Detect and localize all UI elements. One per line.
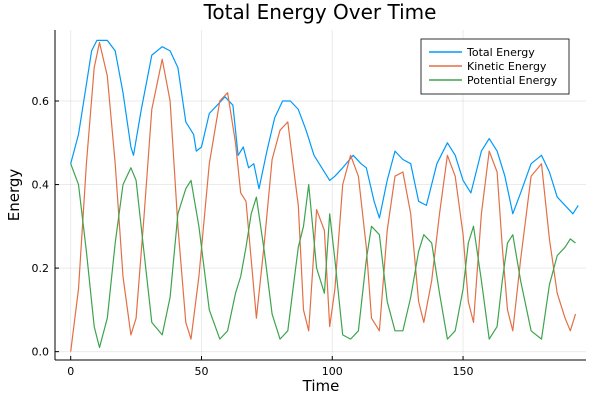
legend-label-potential: Potential Energy <box>467 74 558 87</box>
y-tick-label: 0.0 <box>32 346 50 359</box>
legend-label-total: Total Energy <box>466 46 535 59</box>
legend: Total Energy Kinetic Energy Potential En… <box>420 38 570 95</box>
x-tick-label: 100 <box>322 365 343 378</box>
y-tick-label: 0.4 <box>32 179 50 192</box>
y-axis-label: Energy <box>5 169 23 222</box>
legend-label-kinetic: Kinetic Energy <box>467 60 547 73</box>
y-tick-label: 0.6 <box>32 95 50 108</box>
series-total-energy <box>70 39 579 219</box>
series-layer <box>70 39 579 352</box>
x-tick-label: 50 <box>194 365 208 378</box>
tick-layer: 0 50 100 150 0.0 0.2 0.4 0.6 <box>32 95 474 378</box>
x-axis-label: Time <box>302 377 340 395</box>
series-kinetic-energy <box>70 41 577 352</box>
series-potential-energy <box>70 163 576 349</box>
chart-title: Total Energy Over Time <box>203 0 437 24</box>
y-tick-label: 0.2 <box>32 262 50 275</box>
x-tick-label: 150 <box>453 365 474 378</box>
x-tick-label: 0 <box>67 365 74 378</box>
